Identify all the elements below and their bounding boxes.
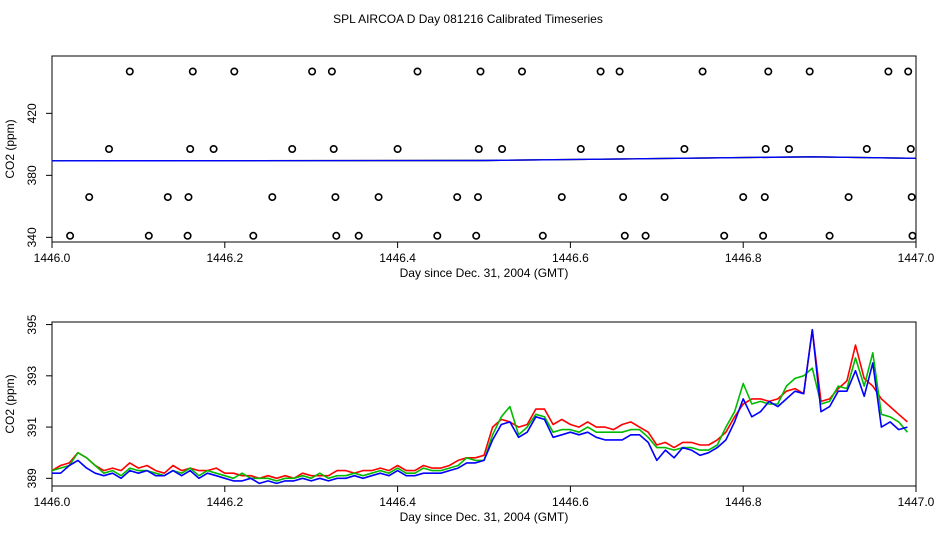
bottom-axis-ticks: 1446.0 1446.2 1446.4 1446.6 1446.8 1447.0 389 3…: [25, 314, 935, 509]
scatter-point: [538, 231, 547, 240]
scatter-point: [125, 67, 134, 76]
top-x-tick-label: 1447.0: [898, 251, 935, 265]
scatter-point: [862, 145, 871, 154]
bottom-y-tick-label: 393: [25, 365, 39, 385]
scatter-point: [474, 145, 483, 154]
scatter-point: [619, 193, 628, 202]
scatter-point: [144, 231, 153, 240]
scatter-point: [615, 67, 624, 76]
bottom-x-tick-label: 1446.6: [552, 495, 589, 509]
scatter-point: [209, 145, 218, 154]
top-x-tick-label: 1446.6: [552, 251, 589, 265]
scatter-point: [825, 231, 834, 240]
bottom-y-tick-label: 391: [25, 417, 39, 437]
bottom-plot-frame: [51, 321, 917, 487]
scatter-point: [620, 231, 629, 240]
bottom-panel-line: 1446.0 1446.2 1446.4 1446.6 1446.8 1447.0 389 3…: [3, 314, 935, 524]
scatter-point: [844, 193, 853, 202]
scatter-point: [329, 145, 338, 154]
scatter-point: [85, 193, 94, 202]
scatter-point: [884, 67, 893, 76]
scatter-point: [393, 145, 402, 154]
scatter-point: [557, 193, 566, 202]
bottom-y-tick-label: 395: [25, 314, 39, 334]
scatter-point: [188, 67, 197, 76]
scatter-point: [904, 67, 913, 76]
bottom-x-tick-label: 1446.2: [206, 495, 243, 509]
scatter-point: [641, 231, 650, 240]
scatter-point: [698, 67, 707, 76]
scatter-point: [517, 67, 526, 76]
scatter-point: [473, 193, 482, 202]
scatter-point: [413, 67, 422, 76]
bottom-y-tick-label: 389: [25, 468, 39, 488]
scatter-point: [163, 193, 172, 202]
bottom-y-axis-label: CO2 (ppm): [3, 374, 17, 433]
bottom-x-tick-label: 1447.0: [898, 495, 935, 509]
scatter-point: [327, 67, 336, 76]
bottom-series-line-3: [52, 328, 908, 485]
scatter-point: [907, 193, 916, 202]
scatter-point: [230, 67, 239, 76]
bottom-data-marks: [51, 328, 909, 485]
scatter-point: [186, 145, 195, 154]
top-y-tick-label: 380: [25, 165, 39, 185]
scatter-point: [472, 231, 481, 240]
scatter-point: [308, 67, 317, 76]
scatter-point: [759, 231, 768, 240]
scatter-point: [249, 231, 258, 240]
top-y-tick-label: 420: [25, 103, 39, 123]
scatter-point: [764, 67, 773, 76]
scatter-point: [616, 145, 625, 154]
scatter-point: [739, 193, 748, 202]
scatter-point: [374, 193, 383, 202]
scatter-point: [332, 231, 341, 240]
scatter-point: [288, 145, 297, 154]
top-x-tick-label: 1446.0: [34, 251, 71, 265]
top-x-tick-label: 1446.8: [725, 251, 762, 265]
scatter-point: [760, 193, 769, 202]
bottom-x-tick-label: 1446.4: [379, 495, 416, 509]
bottom-x-axis-label: Day since Dec. 31, 2004 (GMT): [400, 510, 569, 524]
top-x-tick-label: 1446.4: [379, 251, 416, 265]
top-series-line-3: [51, 156, 917, 162]
scatter-point: [761, 145, 770, 154]
scatter-point: [184, 193, 193, 202]
scatter-point: [268, 193, 277, 202]
scatter-point: [805, 67, 814, 76]
scatter-point: [576, 145, 585, 154]
bottom-x-tick-label: 1446.0: [34, 495, 71, 509]
scatter-point: [433, 231, 442, 240]
bottom-series-line-1: [51, 328, 908, 480]
bottom-series-line-2: [51, 351, 909, 482]
scatter-point: [908, 231, 917, 240]
scatter-point: [596, 67, 605, 76]
top-panel-scatter: 1446.0 1446.2 1446.4 1446.6 1446.8 1447.0 340 3…: [3, 55, 935, 280]
scatter-point: [784, 145, 793, 154]
figure-title: SPL AIRCOA D Day 081216 Calibrated Times…: [333, 12, 603, 26]
scatter-point: [453, 193, 462, 202]
scatter-point: [498, 145, 507, 154]
scatter-point: [66, 231, 75, 240]
bottom-x-tick-label: 1446.8: [725, 495, 762, 509]
top-x-tick-label: 1446.2: [206, 251, 243, 265]
scatter-point: [331, 193, 340, 202]
scatter-point: [476, 67, 485, 76]
top-x-axis-label: Day since Dec. 31, 2004 (GMT): [400, 266, 569, 280]
top-plot-frame: [51, 55, 917, 243]
scatter-point: [660, 193, 669, 202]
scatter-point: [906, 145, 915, 154]
top-y-axis-label: CO2 (ppm): [3, 119, 17, 178]
top-axis-ticks: 1446.0 1446.2 1446.4 1446.6 1446.8 1447.0 340 3…: [25, 103, 935, 265]
top-data-marks: [51, 67, 917, 240]
scatter-point: [720, 231, 729, 240]
scatter-point: [354, 231, 363, 240]
scatter-point: [183, 231, 192, 240]
scatter-point: [680, 145, 689, 154]
top-y-tick-label: 340: [25, 227, 39, 247]
scatter-point: [105, 145, 114, 154]
